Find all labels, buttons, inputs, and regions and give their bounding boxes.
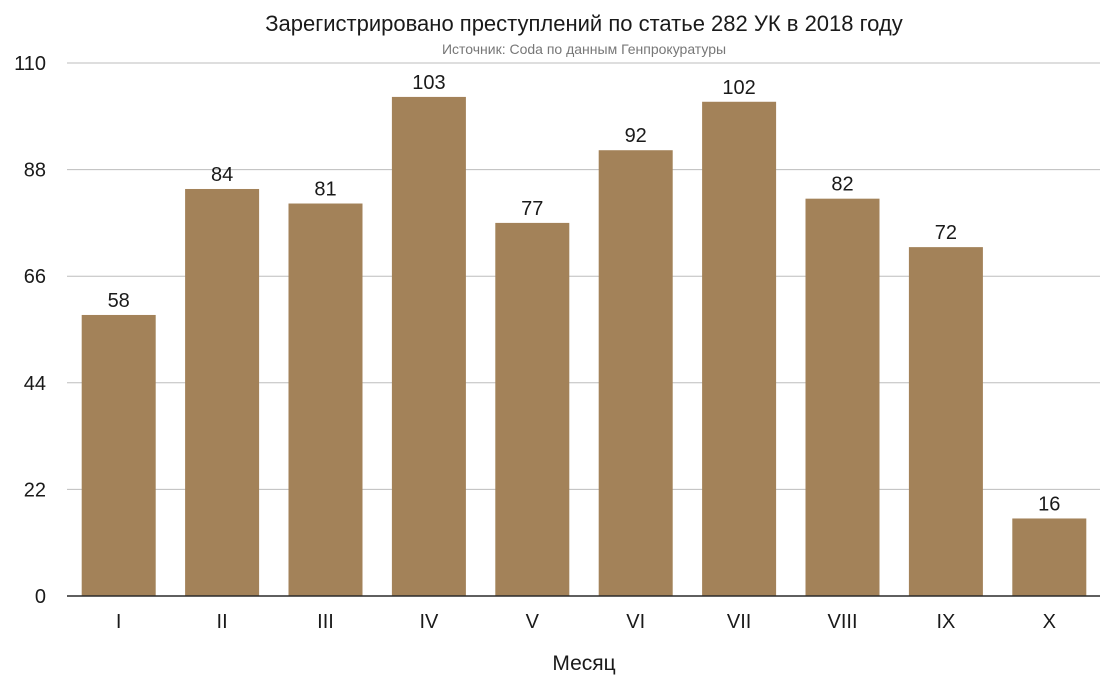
data-label: 72 xyxy=(935,222,957,244)
x-tick-label: V xyxy=(526,611,540,633)
data-label: 92 xyxy=(625,125,647,147)
bar xyxy=(598,150,673,596)
x-tick-label: X xyxy=(1043,611,1056,633)
data-label: 77 xyxy=(521,198,543,220)
chart-title: Зарегистрировано преступлений по статье … xyxy=(265,11,903,36)
y-tick-label: 110 xyxy=(14,53,46,75)
data-label: 103 xyxy=(412,72,445,94)
bar xyxy=(702,101,777,596)
x-tick-label: I xyxy=(116,611,122,633)
y-tick-label: 22 xyxy=(24,479,46,501)
bar xyxy=(908,247,983,597)
bar xyxy=(288,203,363,596)
bar xyxy=(185,188,260,596)
data-label: 84 xyxy=(211,164,233,186)
bar xyxy=(495,222,570,596)
y-tick-label: 44 xyxy=(24,373,46,395)
x-tick-label: III xyxy=(317,611,334,633)
chart-subtitle: Источник: Coda по данным Генпрокуратуры xyxy=(442,41,726,57)
bars xyxy=(81,96,1087,597)
y-tick-label: 0 xyxy=(35,586,46,608)
data-label: 58 xyxy=(108,290,130,312)
data-label: 82 xyxy=(831,174,853,196)
data-label: 16 xyxy=(1038,493,1060,515)
x-tick-label: II xyxy=(217,611,228,633)
x-axis-label: Месяц xyxy=(552,652,615,675)
x-tick-label: IV xyxy=(419,611,439,633)
bar xyxy=(391,96,466,596)
y-axis-ticks: 0 22 44 66 88 110 xyxy=(14,53,46,608)
y-tick-label: 66 xyxy=(24,266,46,288)
data-label: 81 xyxy=(314,179,336,201)
bar xyxy=(81,314,156,596)
x-axis-ticks: I II III IV V VI VII VIII IX X xyxy=(116,611,1056,633)
bar xyxy=(1012,518,1087,596)
y-tick-label: 88 xyxy=(24,160,46,182)
x-tick-label: VIII xyxy=(827,611,857,633)
data-labels: 58 84 81 103 77 92 102 82 72 16 xyxy=(108,72,1061,516)
bar xyxy=(805,198,880,596)
data-label: 102 xyxy=(722,77,755,99)
x-tick-label: VII xyxy=(727,611,751,633)
x-tick-label: IX xyxy=(936,611,955,633)
x-tick-label: VI xyxy=(626,611,645,633)
